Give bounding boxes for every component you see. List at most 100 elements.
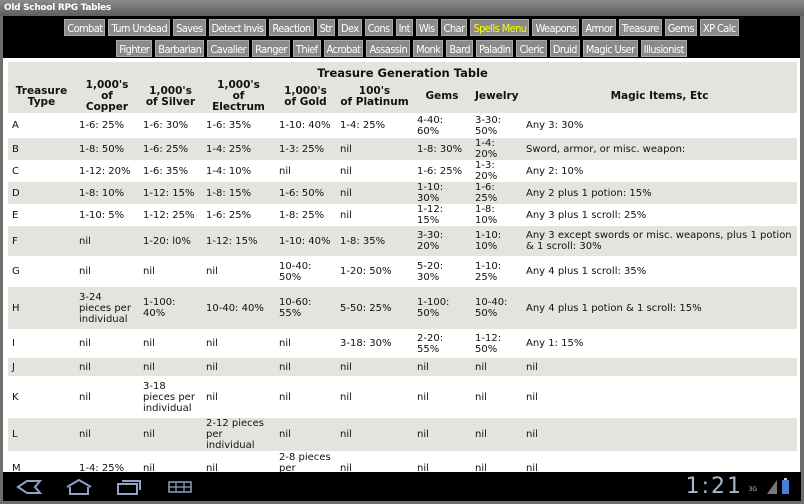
column-header-line: of Copper — [85, 90, 129, 113]
nav-button-reaction[interactable]: Reaction — [269, 19, 314, 36]
clock: 1:21 — [685, 474, 743, 499]
system-nav-bar: 1:21 3G — [0, 472, 804, 504]
nav-button-treasure[interactable]: Treasure — [618, 19, 662, 36]
menu-icon[interactable] — [166, 478, 194, 496]
nav-button-monk[interactable]: Monk — [413, 40, 444, 57]
nav-button-cons[interactable]: Cons — [364, 19, 393, 36]
table-cell: nil — [206, 361, 218, 373]
table-cell: 1-6: 35% — [206, 120, 252, 131]
table-title: Treasure Generation Table — [317, 65, 488, 80]
nav-button-combat[interactable]: Combat — [64, 19, 106, 36]
table-cell: 1-20: 50% — [340, 266, 392, 277]
table-cell: nil — [206, 463, 218, 472]
column-header-line: of Electrum — [212, 90, 265, 113]
table-cell: nil — [340, 143, 352, 155]
table-cell: nil — [79, 266, 91, 277]
nav-button-detect-invis[interactable]: Detect Invis — [208, 19, 267, 36]
nav-button-cavalier[interactable]: Cavalier — [207, 40, 250, 57]
table-row: M 1-4: 25% nil nil 2-8 pieces per individual… — [8, 451, 797, 472]
nav-menu: Combat Turn Undead Saves Detect Invis Reacti… — [3, 16, 800, 58]
table-cell: nil — [143, 361, 155, 373]
table-cell: 1-10: 25% — [475, 260, 502, 283]
column-header-line: Magic Items, Etc — [610, 90, 709, 102]
table-cell: 1-4: 25% — [340, 120, 386, 131]
table-cell: B — [12, 143, 19, 155]
nav-button-xp-calc[interactable]: XP Calc — [699, 19, 739, 36]
nav-button-bard[interactable]: Bard — [446, 40, 473, 57]
table-cell: 3-30: 20% — [417, 230, 444, 252]
nav-button-illusionist[interactable]: Illusionist — [640, 40, 687, 57]
nav-button-armor[interactable]: Armor — [582, 19, 616, 36]
table-cell: 1-4: 10% — [206, 165, 252, 177]
column-header: Treasure Type — [8, 80, 75, 113]
table-cell: F — [12, 235, 18, 247]
content-area[interactable]: Treasure Generation Table Treasure Type 1,… — [3, 58, 800, 472]
table-row: C 1-12: 20% 1-6: 35% 1-4: 10% nil nil 1-6: 25%… — [8, 160, 797, 182]
nav-row-2: Fighter Barbarian Cavalier Ranger Thief Acrob… — [3, 40, 800, 57]
table-cell: 1-8: 35% — [340, 235, 386, 247]
signal-icon — [767, 480, 777, 494]
table-cell: 1-100: 50% — [417, 297, 450, 319]
nav-button-fighter[interactable]: Fighter — [116, 40, 153, 57]
nav-button-wis[interactable]: Wis — [415, 19, 438, 36]
column-header-line: of Gold — [284, 95, 327, 108]
table-cell: 10-40: 50% — [475, 297, 508, 319]
nav-button-barbarian[interactable]: Barbarian — [155, 40, 205, 57]
table-cell: 1-8: 10% — [79, 187, 125, 199]
table-cell: 3-30: 50% — [475, 114, 502, 137]
table-cell: nil — [526, 429, 538, 440]
table-cell: 10-40: 40% — [206, 302, 264, 314]
table-cell: 1-12: 25% — [143, 209, 195, 221]
table-cell: nil — [79, 361, 91, 373]
column-header: Jewelry — [471, 80, 522, 113]
column-header-line: Type — [27, 95, 56, 108]
treasure-table: Treasure Generation Table Treasure Type 1,… — [8, 62, 798, 472]
table-row: H 3-24 pieces per individual 1-100: 40% 10-… — [8, 287, 798, 329]
table-cell: J — [12, 361, 15, 373]
table-row: D 1-8: 10% 1-12: 15% 1-8: 15% 1-6: 50% nil 1-1… — [8, 182, 798, 204]
table-cell: 1-4: 25% — [206, 143, 252, 155]
nav-button-char[interactable]: Char — [440, 19, 468, 36]
column-header-line: Treasure — [15, 84, 68, 97]
nav-button-gems[interactable]: Gems — [664, 19, 697, 36]
table-cell: 1-8: 10% — [475, 204, 498, 226]
table-cell: nil — [143, 429, 155, 440]
table-cell: 1-6: 25% — [143, 143, 189, 155]
nav-button-magic-user[interactable]: Magic User — [582, 40, 638, 57]
nav-button-paladin[interactable]: Paladin — [475, 40, 514, 57]
table-cell: 1-10: 5% — [79, 209, 125, 221]
nav-button-dex[interactable]: Dex — [338, 19, 362, 36]
table-cell: nil — [340, 209, 352, 221]
battery-icon — [782, 478, 789, 494]
table-cell: 1-8: 15% — [206, 187, 252, 199]
nav-button-assassin[interactable]: Assassin — [366, 40, 411, 57]
table-cell: nil — [279, 429, 291, 440]
nav-button-weapons[interactable]: Weapons — [532, 19, 580, 36]
column-header-line: 1,000's — [85, 79, 129, 91]
table-cell: nil — [475, 429, 487, 440]
recent-apps-icon[interactable] — [115, 478, 143, 496]
table-cell: 1-3: 20% — [475, 160, 498, 182]
column-header-line: of Platinum — [340, 95, 409, 108]
table-cell: 2-8 pieces per individual — [279, 452, 331, 472]
table-cell: nil — [279, 338, 291, 349]
table-cell: nil — [79, 429, 91, 440]
nav-button-ranger[interactable]: Ranger — [252, 40, 290, 57]
nav-button-int[interactable]: Int — [395, 19, 413, 36]
back-icon[interactable] — [15, 478, 43, 496]
nav-button-str[interactable]: Str — [316, 19, 335, 36]
table-cell: 2-12 pieces per individual — [206, 418, 265, 451]
table-cell: 3-18 pieces per individual — [143, 380, 195, 414]
nav-button-turn-undead[interactable]: Turn Undead — [108, 19, 171, 36]
home-icon[interactable] — [65, 478, 93, 496]
nav-button-cleric[interactable]: Cleric — [516, 40, 547, 57]
table-cell: 1-4: 20% — [475, 138, 498, 160]
nav-button-saves[interactable]: Saves — [173, 19, 206, 36]
nav-button-spells-menu[interactable]: Spells Menu — [470, 19, 530, 36]
nav-button-druid[interactable]: Druid — [549, 40, 580, 57]
table-cell: nil — [79, 338, 91, 349]
nav-button-thief[interactable]: Thief — [292, 40, 321, 57]
nav-button-acrobat[interactable]: Acrobat — [323, 40, 364, 57]
column-header: Magic Items, Etc — [522, 80, 797, 113]
